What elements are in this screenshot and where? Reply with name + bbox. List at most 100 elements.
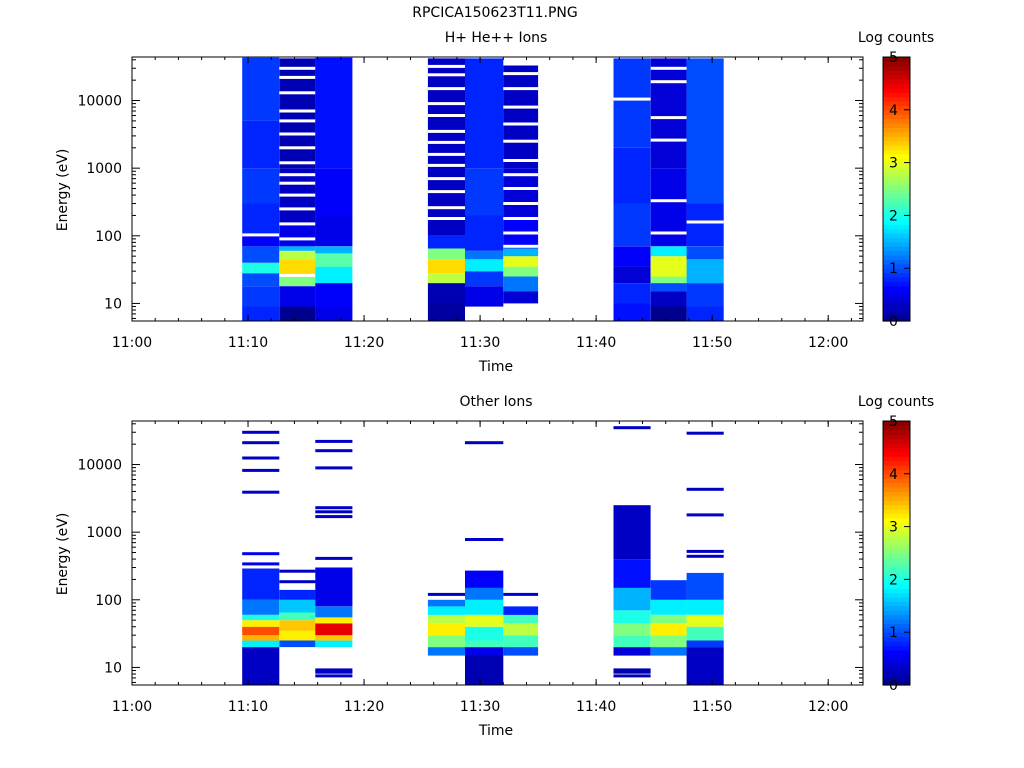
energy-bin	[315, 306, 353, 321]
energy-bin	[427, 623, 465, 636]
x-tick-label: 11:20	[344, 335, 384, 351]
colorbar-swatch	[883, 553, 910, 558]
energy-bin	[315, 57, 353, 169]
empty-energy-bin	[686, 220, 724, 224]
energy-bin	[242, 456, 280, 460]
colorbar-swatch	[883, 548, 910, 554]
colorbar-swatch	[883, 202, 910, 208]
empty-energy-bin	[279, 222, 316, 226]
empty-energy-bin	[650, 138, 687, 142]
colorbar-swatch	[883, 149, 910, 155]
colorbar-swatch	[883, 114, 910, 120]
colorbar-swatch	[883, 65, 910, 71]
energy-bin	[427, 635, 465, 648]
energy-bin	[279, 612, 316, 621]
energy-bin	[650, 580, 687, 600]
colorbar-swatch	[883, 74, 910, 80]
colorbar-swatch	[883, 158, 910, 164]
time-bin-column	[686, 431, 724, 685]
energy-bin	[242, 562, 280, 566]
panel-title: Other Ions	[459, 394, 532, 410]
empty-energy-bin	[427, 206, 465, 210]
colorbar-swatch	[883, 663, 910, 668]
colorbar-swatch	[883, 189, 910, 194]
energy-bin	[427, 606, 465, 615]
colorbar-swatch	[883, 171, 910, 177]
energy-bin	[613, 58, 651, 148]
x-tick-label: 12:00	[808, 335, 848, 351]
energy-bin	[503, 635, 539, 648]
energy-bin	[465, 58, 504, 169]
energy-bin	[315, 635, 353, 641]
panel-other-ions: Other Ions Log counts Energy (eV) Time 1…	[55, 394, 934, 739]
empty-energy-bin	[503, 139, 539, 143]
energy-bin	[279, 569, 316, 573]
colorbar-swatch	[883, 153, 910, 159]
colorbar-swatch	[883, 193, 910, 199]
x-axis-label: Time	[478, 723, 513, 739]
colorbar-swatch	[883, 588, 910, 594]
energy-bin	[242, 620, 280, 627]
panel-h-he-ions: H+ He++ Ions Log counts Energy (eV) Time…	[55, 30, 934, 375]
colorbar-swatch	[883, 316, 910, 322]
empty-energy-bin	[503, 159, 539, 162]
colorbar-swatch	[883, 175, 910, 181]
time-bin-column	[503, 592, 539, 656]
energy-bin	[503, 592, 539, 596]
energy-bin	[650, 246, 687, 257]
time-bin-column	[427, 592, 465, 656]
energy-bin	[503, 248, 539, 257]
energy-bin	[242, 626, 280, 636]
energy-bin	[686, 549, 724, 553]
colorbar-tick-label: 0	[889, 678, 898, 694]
energy-bin	[613, 147, 651, 204]
colorbar-swatch	[883, 601, 910, 607]
energy-bin	[315, 246, 353, 254]
energy-bin	[686, 640, 724, 648]
empty-energy-bin	[279, 91, 316, 95]
plot-area: 11:00 11:10 11:20 11:30 11:40 11:50 12:00 10 100…	[77, 56, 864, 351]
energy-bin	[686, 58, 724, 204]
y-tick-label: 1000	[86, 161, 122, 177]
colorbar-swatch	[883, 482, 910, 488]
energy-bin	[465, 271, 504, 287]
energy-bin	[686, 513, 724, 517]
colorbar-swatch	[883, 632, 910, 638]
energy-bin	[613, 266, 651, 283]
y-tick-label: 10000	[77, 94, 122, 110]
colorbar-swatch	[883, 544, 910, 550]
empty-energy-bin	[427, 87, 465, 91]
energy-bin	[686, 259, 724, 284]
energy-bin	[650, 599, 687, 615]
x-tick-label: 11:10	[228, 699, 268, 715]
colorbar-swatch	[883, 70, 910, 76]
colorbar-swatch	[883, 109, 910, 115]
energy-bin	[242, 57, 280, 121]
y-tick-label: 10	[104, 660, 122, 676]
energy-bin	[242, 203, 280, 236]
colorbar-swatch	[883, 495, 910, 501]
empty-energy-bin	[279, 66, 316, 70]
energy-bin	[315, 623, 353, 636]
energy-bin	[427, 259, 465, 274]
energy-bin	[279, 306, 316, 321]
energy-bin	[279, 223, 316, 247]
energy-bin	[242, 599, 280, 615]
colorbar-swatch	[883, 667, 910, 673]
colorbar-tick-label: 2	[889, 208, 898, 224]
empty-energy-bin	[427, 129, 465, 133]
colorbar-swatch	[883, 136, 910, 142]
energy-bin	[279, 286, 316, 307]
x-tick-label: 11:40	[576, 699, 616, 715]
empty-energy-bin	[427, 217, 465, 220]
energy-bin	[650, 215, 687, 247]
energy-bin	[686, 554, 724, 558]
colorbar-swatch	[883, 96, 910, 102]
empty-energy-bin	[427, 152, 465, 156]
colorbar-tick-label: 1	[889, 261, 898, 277]
energy-bin	[427, 303, 465, 321]
energy-bin	[315, 510, 353, 514]
x-tick-label: 11:30	[460, 699, 500, 715]
energy-bin	[242, 262, 280, 274]
energy-bin	[315, 283, 353, 307]
